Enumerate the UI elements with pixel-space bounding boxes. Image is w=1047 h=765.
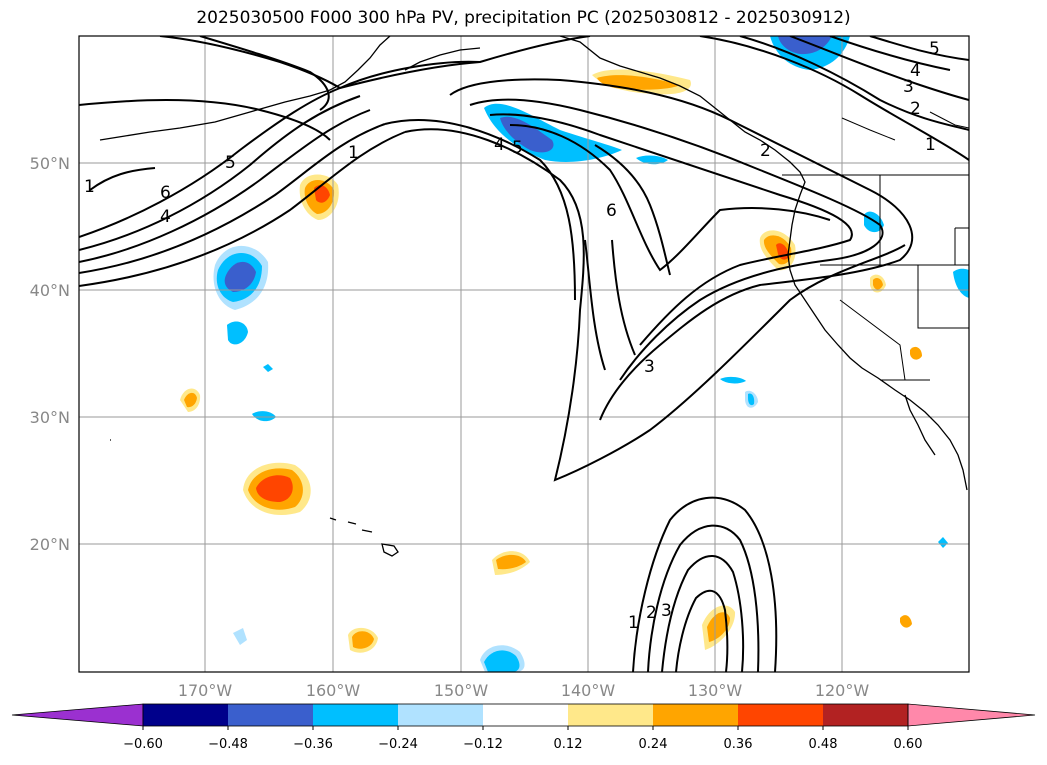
political-borders [782, 111, 969, 381]
lon-label: 140°W [561, 681, 616, 700]
colorbar-extend-low [11, 703, 144, 727]
colorbar-tick-label: 0.24 [639, 737, 668, 752]
contour-label: 3 [661, 601, 672, 621]
colorbar-tick-label: 0.48 [809, 737, 838, 752]
contour-label: 3 [903, 77, 914, 97]
contour-label: 4 [910, 61, 921, 81]
colorbar-frame [142, 703, 909, 727]
contour-label: 2 [646, 603, 657, 623]
lat-label: 40°N [30, 281, 70, 300]
lat-label: 30°N [30, 408, 70, 427]
contour-label: 5 [929, 39, 940, 59]
contour-label: 1 [84, 177, 95, 197]
lon-labels: 170°W 160°W 150°W 140°W 130°W 120°W [178, 681, 870, 700]
colorbar-tick-label: −0.36 [293, 737, 333, 752]
lat-label: 50°N [30, 154, 70, 173]
lat-labels: 50°N 40°N 30°N 20°N [30, 154, 70, 554]
pv-contours [79, 36, 969, 672]
colorbar-tick-label: 0.60 [894, 737, 923, 752]
colorbar-tick-label: −0.60 [123, 737, 163, 752]
map-title: 2025030500 F000 300 hPa PV, precipitatio… [196, 8, 851, 28]
contour-label: 4 [160, 207, 171, 227]
colorbar-swatch [738, 704, 823, 726]
lon-label: 150°W [434, 681, 489, 700]
lon-label: 130°W [688, 681, 743, 700]
colorbar-swatch [398, 704, 483, 726]
lon-label: 170°W [178, 681, 233, 700]
colorbar-swatch [568, 704, 653, 726]
contour-label: 5 [225, 153, 236, 173]
contour-label: 1 [628, 613, 639, 633]
colorbar-swatch [143, 704, 228, 726]
colorbar-tick-label: 0.12 [554, 737, 583, 752]
colorbar-swatch [653, 704, 738, 726]
contour-label: 5 [512, 138, 523, 158]
colorbar-tick-label: −0.24 [378, 737, 418, 752]
colorbar-swatch [228, 704, 313, 726]
colorbar-swatch [483, 704, 568, 726]
colorbar-swatch [313, 704, 398, 726]
contour-label: 6 [606, 201, 617, 221]
contour-labels: 1 6 4 5 1 4 5 6 3 5 4 3 2 1 2 1 2 3 [84, 39, 940, 633]
contour-label: 1 [925, 135, 936, 155]
contour-label: 2 [910, 99, 921, 119]
colorbar-tick-label: −0.12 [463, 737, 503, 752]
map-frame [78, 35, 970, 673]
colorbar-tick-label: −0.48 [208, 737, 248, 752]
lat-label: 20°N [30, 535, 70, 554]
contour-label: 6 [160, 183, 171, 203]
contour-label: 3 [644, 357, 655, 377]
contour-label: 4 [494, 135, 505, 155]
colorbar: −0.60 −0.48 −0.36 −0.24 −0.12 0.12 0.24 0.36 0.4… [11, 703, 1036, 752]
lon-label: 120°W [815, 681, 870, 700]
coastlines [99, 36, 968, 557]
colorbar-tick-label: 0.36 [724, 737, 753, 752]
colorbar-extend-high [907, 703, 1036, 727]
graticule [79, 36, 969, 672]
contour-label: 2 [760, 141, 771, 161]
lon-label: 160°W [306, 681, 361, 700]
contour-label: 1 [348, 143, 359, 163]
colorbar-swatch [823, 704, 908, 726]
